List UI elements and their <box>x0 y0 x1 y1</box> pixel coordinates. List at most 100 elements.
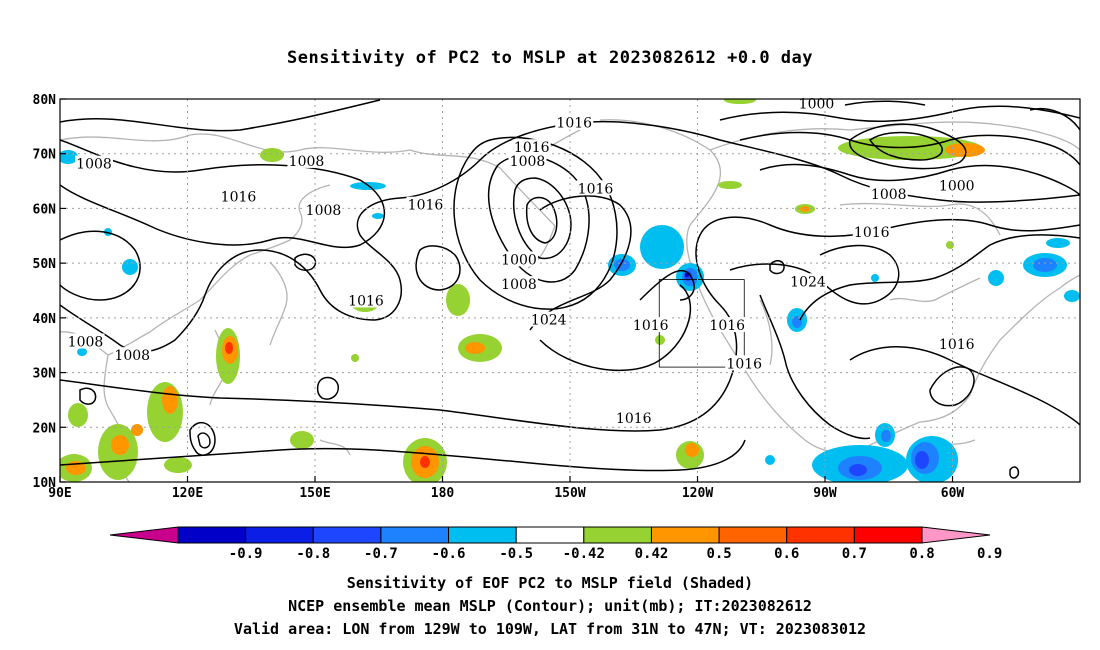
contour-label: 1016 <box>556 116 592 132</box>
y-axis-ticks: 10N 20N 30N 40N 50N 60N 70N 80N <box>33 93 66 491</box>
colorbar-box <box>245 526 314 544</box>
x-tick-label: 90W <box>813 486 837 501</box>
x-tick-label: 60W <box>941 486 965 501</box>
contour-label: 1000 <box>939 179 975 195</box>
contour-label: 1008 <box>289 154 325 170</box>
contour-label-bg <box>555 114 594 130</box>
contour-label: 1008 <box>871 187 907 203</box>
y-tick-label: 40N <box>33 312 57 327</box>
colorbar-box <box>380 526 450 544</box>
lat-lon-grid <box>60 99 1080 482</box>
contour-label: 1000 <box>799 96 835 112</box>
contour-label-bg <box>631 317 670 333</box>
contour-label: 1016 <box>408 198 444 214</box>
colorbar-label: 0.7 <box>842 546 867 562</box>
caption-line-1: Sensitivity of EOF PC2 to MSLP field (Sh… <box>346 574 754 592</box>
contour-label-bg <box>869 185 908 201</box>
contour-label: 1016 <box>348 293 384 309</box>
contour-label-bg <box>500 276 538 292</box>
contour-label: 1000 <box>501 252 537 268</box>
y-tick-label: 80N <box>33 93 57 108</box>
contour-label-bg <box>219 188 258 204</box>
contour-label: 1008 <box>501 277 537 293</box>
contour-label-bg <box>347 292 385 308</box>
contour-label-bg <box>500 251 538 267</box>
colorbar-label: -0.42 <box>563 546 605 562</box>
contour-label: 1016 <box>616 411 652 427</box>
contour-label-bg <box>75 155 113 171</box>
colorbar-box <box>177 526 247 544</box>
contour-label-bg <box>304 202 343 218</box>
contour-label: 1008 <box>114 348 150 364</box>
contour-label-bg <box>725 355 764 371</box>
y-tick-label: 20N <box>33 421 57 436</box>
contour-label-bg <box>529 311 568 327</box>
colorbar-label: 0.8 <box>909 546 934 562</box>
colorbar-label: 0.9 <box>977 546 1002 562</box>
caption-line-3: Valid area: LON from 129W to 109W, LAT f… <box>233 620 867 638</box>
colorbar: -0.9 -0.8 -0.7 -0.6 -0.5 -0.42 0.42 0.5 0.6 0.7 0.… <box>109 526 1002 562</box>
contour-label: 1016 <box>726 356 762 372</box>
x-tick-label: 150W <box>554 486 585 501</box>
colorbar-min-triangle <box>109 526 179 544</box>
contour-label: 1016 <box>939 337 975 353</box>
contour-label-bg <box>66 333 105 349</box>
page-title: Sensitivity of PC2 to MSLP at 2023082612… <box>286 48 813 68</box>
contour-label-bg <box>113 347 152 363</box>
contour-label-bg <box>512 139 551 155</box>
contour-label-bg <box>508 152 547 168</box>
contour-label-bg <box>937 177 976 193</box>
x-tick-label: 90E <box>48 486 71 501</box>
colorbar-label: 0.42 <box>635 546 669 562</box>
x-tick-label: 120W <box>682 486 713 501</box>
colorbar-label: -0.5 <box>499 546 533 562</box>
contour-label-bg <box>576 180 615 196</box>
contour-label-bg <box>406 196 445 212</box>
colorbar-label: 0.6 <box>774 546 799 562</box>
contour-label: 1008 <box>68 334 104 350</box>
contour-label: 1016 <box>709 318 745 334</box>
colorbar-label: -0.6 <box>432 546 466 562</box>
colorbar-box <box>515 526 585 544</box>
x-axis-ticks: 90E 120E 150E 180 150W 120W 90W 60W <box>48 476 964 501</box>
contour-label-bg <box>287 152 326 168</box>
contour-label-bg <box>937 336 976 352</box>
contour-label: 1016 <box>633 318 669 334</box>
contour-label-bg <box>708 317 747 333</box>
contour-label-bg <box>789 273 827 289</box>
contour-label: 1008 <box>510 154 546 170</box>
colorbar-label: -0.8 <box>296 546 330 562</box>
x-tick-label: 150E <box>299 486 330 501</box>
contour-label: 1016 <box>578 181 614 197</box>
y-tick-label: 70N <box>33 148 57 163</box>
mslp-contours <box>60 99 1080 479</box>
colorbar-box <box>786 526 855 544</box>
caption: Sensitivity of EOF PC2 to MSLP field (Sh… <box>0 572 1100 641</box>
contour-label: 1008 <box>76 157 112 173</box>
contour-label: 1016 <box>221 189 257 205</box>
colorbar-label: -0.7 <box>364 546 398 562</box>
colorbar-label: -0.9 <box>229 546 263 562</box>
contour-label: 1016 <box>854 225 890 241</box>
x-tick-label: 120E <box>172 486 203 501</box>
contour-label: 1024 <box>531 313 567 329</box>
colorbar-max-triangle <box>921 526 991 544</box>
contour-label: 1016 <box>514 140 550 156</box>
contour-label-bg <box>852 224 891 240</box>
y-tick-label: 60N <box>33 202 57 217</box>
colorbar-box <box>853 526 923 544</box>
contour-label: 1024 <box>790 274 826 290</box>
caption-line-2: NCEP ensemble mean MSLP (Contour); unit(… <box>288 597 812 615</box>
colorbar-box <box>312 526 382 544</box>
colorbar-box <box>650 526 720 544</box>
contour-label-bg <box>614 410 653 426</box>
y-tick-label: 10N <box>33 476 57 491</box>
colorbar-label: 0.5 <box>706 546 731 562</box>
contour-label: 1008 <box>306 203 342 219</box>
colorbar-box <box>718 526 788 544</box>
colorbar-box <box>583 526 652 544</box>
y-tick-label: 30N <box>33 367 57 382</box>
x-tick-label: 180 <box>431 486 455 501</box>
